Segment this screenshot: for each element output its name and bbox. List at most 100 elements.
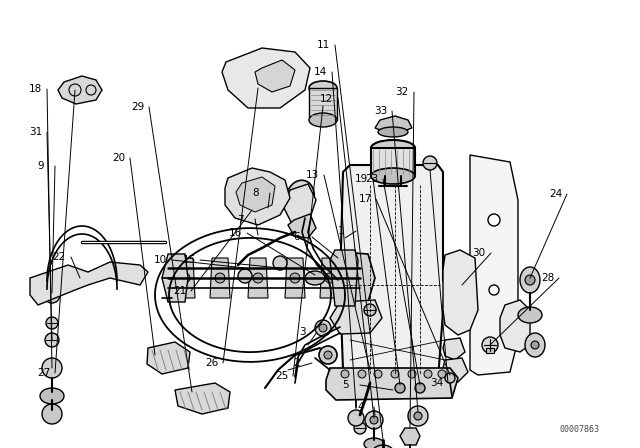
Text: 20: 20 xyxy=(112,153,125,163)
Circle shape xyxy=(45,333,59,347)
Circle shape xyxy=(445,373,455,383)
Circle shape xyxy=(395,383,405,393)
Ellipse shape xyxy=(378,127,408,137)
Circle shape xyxy=(290,273,300,283)
Ellipse shape xyxy=(309,81,337,95)
Polygon shape xyxy=(175,383,230,414)
Circle shape xyxy=(364,304,376,316)
Polygon shape xyxy=(330,250,358,306)
Circle shape xyxy=(391,370,399,378)
Text: 26: 26 xyxy=(205,358,218,368)
Ellipse shape xyxy=(364,438,384,448)
Circle shape xyxy=(354,422,366,434)
Polygon shape xyxy=(443,250,478,335)
Circle shape xyxy=(44,287,60,303)
Circle shape xyxy=(319,324,327,332)
Circle shape xyxy=(215,273,225,283)
Circle shape xyxy=(180,273,190,283)
Circle shape xyxy=(482,337,498,353)
Text: 23: 23 xyxy=(365,174,378,184)
Text: 27: 27 xyxy=(37,368,51,378)
Circle shape xyxy=(489,285,499,295)
Text: 17: 17 xyxy=(358,194,372,204)
Polygon shape xyxy=(30,262,148,305)
Text: 19: 19 xyxy=(355,174,369,184)
Polygon shape xyxy=(225,168,290,225)
Text: 1: 1 xyxy=(338,226,344,236)
Text: 13: 13 xyxy=(306,170,319,180)
Polygon shape xyxy=(340,165,445,382)
Bar xyxy=(371,148,415,176)
Polygon shape xyxy=(285,258,305,298)
Circle shape xyxy=(424,370,432,378)
Circle shape xyxy=(46,317,58,329)
Text: 32: 32 xyxy=(396,87,409,97)
Text: 4: 4 xyxy=(357,402,364,412)
Circle shape xyxy=(374,370,382,378)
Circle shape xyxy=(273,256,287,270)
Text: 34: 34 xyxy=(430,378,444,388)
Ellipse shape xyxy=(371,445,395,448)
Circle shape xyxy=(488,214,500,226)
Polygon shape xyxy=(222,48,310,108)
Polygon shape xyxy=(400,428,420,445)
Ellipse shape xyxy=(40,388,64,404)
Text: 22: 22 xyxy=(52,252,66,262)
Circle shape xyxy=(415,383,425,393)
Text: 28: 28 xyxy=(541,273,554,283)
Text: 25: 25 xyxy=(275,371,289,381)
Circle shape xyxy=(408,370,416,378)
Polygon shape xyxy=(147,342,190,374)
Ellipse shape xyxy=(305,271,325,285)
Ellipse shape xyxy=(518,307,542,323)
Polygon shape xyxy=(470,155,518,375)
Ellipse shape xyxy=(525,333,545,357)
Text: 33: 33 xyxy=(374,106,388,116)
Text: 5: 5 xyxy=(342,380,349,390)
Ellipse shape xyxy=(315,320,331,336)
Ellipse shape xyxy=(42,358,62,378)
Circle shape xyxy=(414,412,422,420)
Circle shape xyxy=(325,273,335,283)
Text: 31: 31 xyxy=(29,127,42,137)
Polygon shape xyxy=(175,258,195,298)
Text: 30: 30 xyxy=(472,248,486,258)
Polygon shape xyxy=(284,184,316,224)
Ellipse shape xyxy=(285,180,314,216)
Ellipse shape xyxy=(408,406,428,426)
Text: 24: 24 xyxy=(549,189,563,198)
Polygon shape xyxy=(320,258,340,298)
Polygon shape xyxy=(330,300,382,334)
Ellipse shape xyxy=(319,346,337,364)
Text: 3: 3 xyxy=(300,327,306,336)
Circle shape xyxy=(238,269,252,283)
Bar xyxy=(486,348,494,353)
Polygon shape xyxy=(375,116,412,135)
Circle shape xyxy=(341,370,349,378)
Text: 2: 2 xyxy=(293,358,300,368)
Text: 00007863: 00007863 xyxy=(560,426,600,435)
Polygon shape xyxy=(255,60,295,92)
Circle shape xyxy=(370,416,378,424)
Circle shape xyxy=(358,370,366,378)
Text: 8: 8 xyxy=(252,188,259,198)
Text: 21: 21 xyxy=(173,286,186,296)
Text: 10: 10 xyxy=(154,255,167,265)
Circle shape xyxy=(525,275,535,285)
Ellipse shape xyxy=(309,113,337,127)
Ellipse shape xyxy=(371,140,415,156)
Text: 14: 14 xyxy=(314,67,327,77)
Polygon shape xyxy=(326,368,458,400)
Text: 12: 12 xyxy=(320,94,333,103)
Ellipse shape xyxy=(42,404,62,424)
Polygon shape xyxy=(309,88,337,120)
Polygon shape xyxy=(236,177,275,212)
Circle shape xyxy=(531,341,539,349)
Circle shape xyxy=(324,351,332,359)
Polygon shape xyxy=(288,214,316,238)
Polygon shape xyxy=(210,258,230,298)
Text: 18: 18 xyxy=(29,84,42,94)
Ellipse shape xyxy=(348,410,364,426)
Polygon shape xyxy=(335,252,375,302)
Polygon shape xyxy=(248,258,268,298)
